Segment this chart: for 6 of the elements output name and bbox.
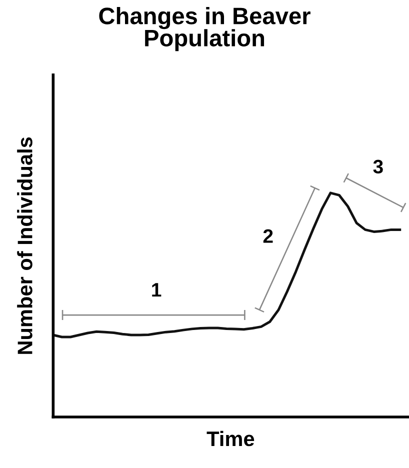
annotation: 2 bbox=[263, 229, 273, 243]
annotation: 1 bbox=[152, 283, 162, 297]
chart-title: Changes in Beaver Population bbox=[99, 7, 310, 52]
y-axis-title: Number of Individuals bbox=[17, 137, 32, 354]
x-axis-title: Time bbox=[206, 430, 254, 446]
text: 3 bbox=[373, 160, 383, 174]
